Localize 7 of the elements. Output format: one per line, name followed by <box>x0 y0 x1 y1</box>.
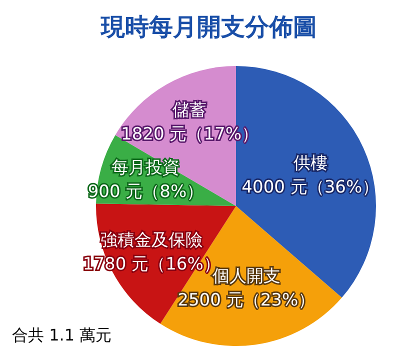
slice-label: 強積金及保險 <box>100 230 203 250</box>
slice-label: 供樓 <box>293 154 328 174</box>
data-label: 2500 元（23%） <box>178 290 316 310</box>
text: 合共 1.1 萬元 <box>12 326 112 344</box>
data-label: 4000 元（36%） <box>242 178 380 198</box>
slice-label: 儲蓄 <box>172 100 207 121</box>
chart-title: 現時每月開支分佈圖 <box>100 13 317 41</box>
